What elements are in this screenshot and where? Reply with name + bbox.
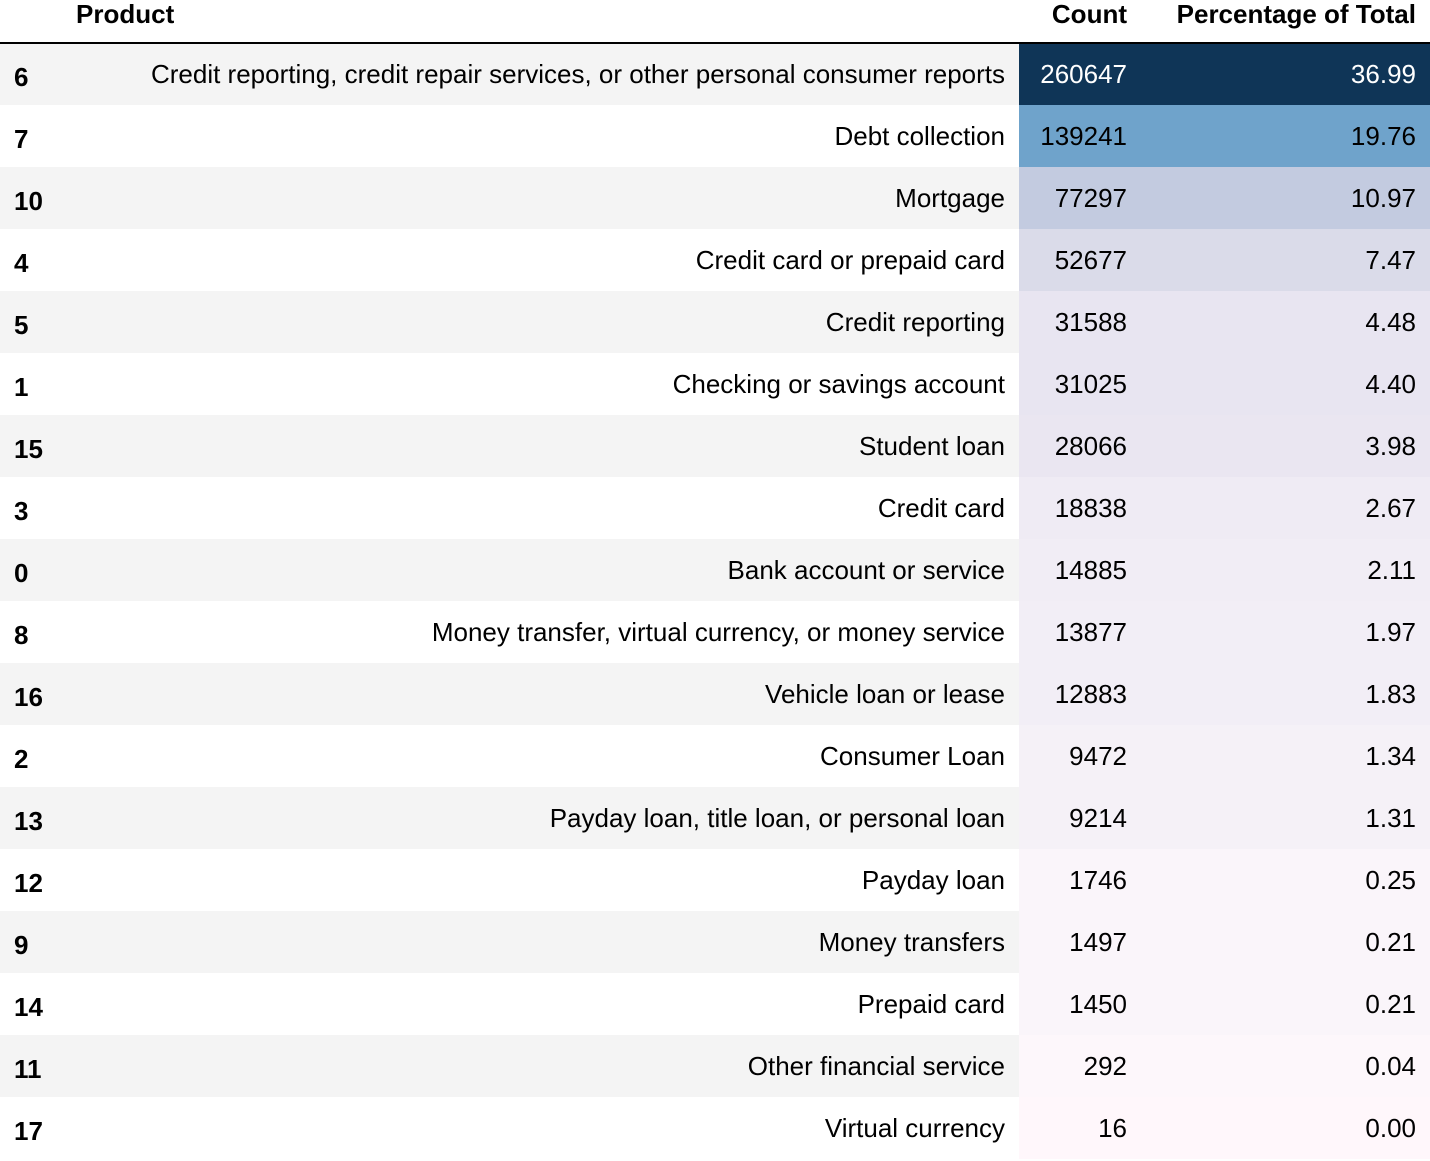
- table-row: 0 Bank account or service 14885 2.11: [0, 539, 1430, 601]
- product-cell: Bank account or service: [62, 539, 1019, 601]
- product-cell: Credit card or prepaid card: [62, 229, 1019, 291]
- row-index: 10: [0, 167, 62, 229]
- count-column-header: Count: [1019, 0, 1141, 44]
- header-row: Product Count Percentage of Total: [0, 0, 1430, 44]
- row-index: 12: [0, 849, 62, 911]
- row-index: 0: [0, 539, 62, 601]
- table-row: 9 Money transfers 1497 0.21: [0, 911, 1430, 973]
- count-cell: 260647: [1019, 43, 1141, 105]
- count-cell: 18838: [1019, 477, 1141, 539]
- table-row: 14 Prepaid card 1450 0.21: [0, 973, 1430, 1035]
- table-body: 6 Credit reporting, credit repair service…: [0, 43, 1430, 1159]
- percentage-cell: 0.21: [1141, 973, 1430, 1035]
- table-row: 13 Payday loan, title loan, or personal l…: [0, 787, 1430, 849]
- percentage-cell: 36.99: [1141, 43, 1430, 105]
- count-cell: 16: [1019, 1097, 1141, 1159]
- table-row: 7 Debt collection 139241 19.76: [0, 105, 1430, 167]
- product-cell: Credit reporting, credit repair services…: [62, 43, 1019, 105]
- percentage-cell: 19.76: [1141, 105, 1430, 167]
- product-cell: Money transfers: [62, 911, 1019, 973]
- count-cell: 1450: [1019, 973, 1141, 1035]
- count-cell: 14885: [1019, 539, 1141, 601]
- percentage-cell: 1.97: [1141, 601, 1430, 663]
- table-row: 16 Vehicle loan or lease 12883 1.83: [0, 663, 1430, 725]
- table-header: Product Count Percentage of Total: [0, 0, 1430, 44]
- table-row: 15 Student loan 28066 3.98: [0, 415, 1430, 477]
- count-cell: 1497: [1019, 911, 1141, 973]
- count-cell: 292: [1019, 1035, 1141, 1097]
- product-cell: Credit card: [62, 477, 1019, 539]
- percentage-cell: 4.40: [1141, 353, 1430, 415]
- product-cell: Other financial service: [62, 1035, 1019, 1097]
- count-cell: 9472: [1019, 725, 1141, 787]
- row-index: 9: [0, 911, 62, 973]
- row-index: 17: [0, 1097, 62, 1159]
- percentage-cell: 0.04: [1141, 1035, 1430, 1097]
- percentage-cell: 4.48: [1141, 291, 1430, 353]
- table-row: 10 Mortgage 77297 10.97: [0, 167, 1430, 229]
- count-cell: 31588: [1019, 291, 1141, 353]
- product-cell: Student loan: [62, 415, 1019, 477]
- percentage-cell: 0.21: [1141, 911, 1430, 973]
- count-cell: 139241: [1019, 105, 1141, 167]
- percentage-column-header: Percentage of Total: [1141, 0, 1430, 44]
- percentage-cell: 2.67: [1141, 477, 1430, 539]
- table-row: 11 Other financial service 292 0.04: [0, 1035, 1430, 1097]
- product-cell: Consumer Loan: [62, 725, 1019, 787]
- product-column-header: Product: [62, 0, 1019, 44]
- count-cell: 1746: [1019, 849, 1141, 911]
- percentage-cell: 1.34: [1141, 725, 1430, 787]
- table-row: 3 Credit card 18838 2.67: [0, 477, 1430, 539]
- index-column-header: [0, 0, 62, 44]
- table-row: 8 Money transfer, virtual currency, or mo…: [0, 601, 1430, 663]
- product-cell: Virtual currency: [62, 1097, 1019, 1159]
- count-cell: 31025: [1019, 353, 1141, 415]
- row-index: 6: [0, 43, 62, 105]
- count-cell: 77297: [1019, 167, 1141, 229]
- table-row: 1 Checking or savings account 31025 4.40: [0, 353, 1430, 415]
- row-index: 14: [0, 973, 62, 1035]
- product-cell: Credit reporting: [62, 291, 1019, 353]
- product-cell: Debt collection: [62, 105, 1019, 167]
- percentage-cell: 3.98: [1141, 415, 1430, 477]
- count-cell: 28066: [1019, 415, 1141, 477]
- product-cell: Checking or savings account: [62, 353, 1019, 415]
- product-cell: Prepaid card: [62, 973, 1019, 1035]
- product-cell: Money transfer, virtual currency, or mon…: [62, 601, 1019, 663]
- percentage-cell: 0.00: [1141, 1097, 1430, 1159]
- row-index: 15: [0, 415, 62, 477]
- percentage-cell: 1.83: [1141, 663, 1430, 725]
- row-index: 2: [0, 725, 62, 787]
- row-index: 1: [0, 353, 62, 415]
- row-index: 3: [0, 477, 62, 539]
- table-row: 2 Consumer Loan 9472 1.34: [0, 725, 1430, 787]
- product-cell: Payday loan: [62, 849, 1019, 911]
- product-cell: Mortgage: [62, 167, 1019, 229]
- table-row: 17 Virtual currency 16 0.00: [0, 1097, 1430, 1159]
- count-cell: 9214: [1019, 787, 1141, 849]
- count-cell: 13877: [1019, 601, 1141, 663]
- row-index: 7: [0, 105, 62, 167]
- row-index: 5: [0, 291, 62, 353]
- table-row: 6 Credit reporting, credit repair service…: [0, 43, 1430, 105]
- percentage-cell: 10.97: [1141, 167, 1430, 229]
- count-cell: 12883: [1019, 663, 1141, 725]
- row-index: 11: [0, 1035, 62, 1097]
- product-cell: Payday loan, title loan, or personal loa…: [62, 787, 1019, 849]
- row-index: 13: [0, 787, 62, 849]
- count-cell: 52677: [1019, 229, 1141, 291]
- percentage-cell: 1.31: [1141, 787, 1430, 849]
- percentage-cell: 0.25: [1141, 849, 1430, 911]
- row-index: 4: [0, 229, 62, 291]
- table-row: 12 Payday loan 1746 0.25: [0, 849, 1430, 911]
- row-index: 8: [0, 601, 62, 663]
- percentage-cell: 7.47: [1141, 229, 1430, 291]
- row-index: 16: [0, 663, 62, 725]
- percentage-cell: 2.11: [1141, 539, 1430, 601]
- table-row: 5 Credit reporting 31588 4.48: [0, 291, 1430, 353]
- table-row: 4 Credit card or prepaid card 52677 7.47: [0, 229, 1430, 291]
- product-cell: Vehicle loan or lease: [62, 663, 1019, 725]
